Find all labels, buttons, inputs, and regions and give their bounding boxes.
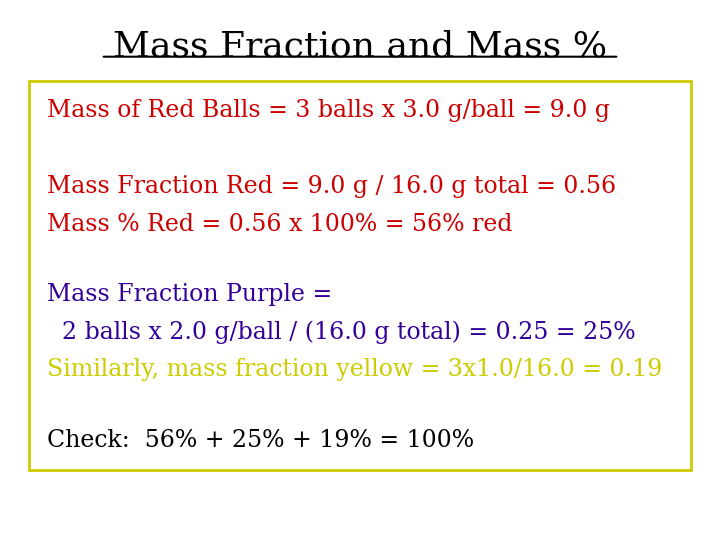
Text: Mass % Red = 0.56 x 100% = 56% red: Mass % Red = 0.56 x 100% = 56% red [47,213,513,235]
Text: Check:  56% + 25% + 19% = 100%: Check: 56% + 25% + 19% = 100% [47,429,474,451]
Text: Mass Fraction Purple =: Mass Fraction Purple = [47,283,332,306]
Text: 2 balls x 2.0 g/ball / (16.0 g total) = 0.25 = 25%: 2 balls x 2.0 g/ball / (16.0 g total) = … [47,320,636,344]
Text: Mass Fraction and Mass %: Mass Fraction and Mass % [113,30,607,64]
Text: Mass of Red Balls = 3 balls x 3.0 g/ball = 9.0 g: Mass of Red Balls = 3 balls x 3.0 g/ball… [47,99,610,122]
Text: Mass Fraction Red = 9.0 g / 16.0 g total = 0.56: Mass Fraction Red = 9.0 g / 16.0 g total… [47,175,616,198]
Text: Similarly, mass fraction yellow = 3x1.0/16.0 = 0.19: Similarly, mass fraction yellow = 3x1.0/… [47,359,662,381]
